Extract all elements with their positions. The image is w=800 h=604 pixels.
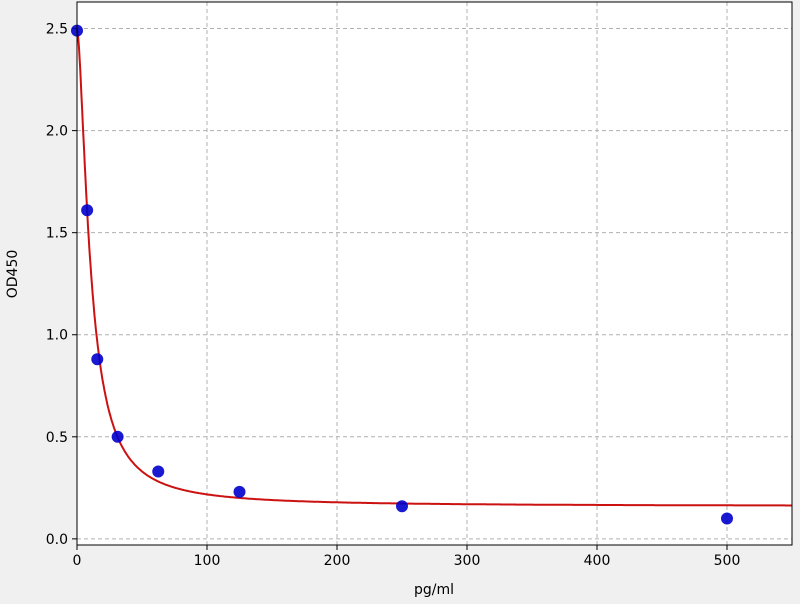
grid — [76, 2, 792, 545]
x-tick-label: 500 — [714, 553, 741, 569]
x-tick-label: 400 — [584, 553, 611, 569]
y-tick-label: 0.0 — [46, 532, 68, 548]
x-tick-label: 200 — [324, 553, 351, 569]
data-point — [396, 500, 408, 513]
x-axis-label: pg/ml — [414, 582, 454, 598]
data-point — [91, 353, 104, 366]
y-tick-label: 1.0 — [46, 328, 68, 344]
plot-frame — [76, 1, 793, 546]
y-tick-label: 0.5 — [46, 430, 68, 446]
y-tick-label: 2.5 — [46, 22, 68, 38]
ticks: 0 100 200 300 400 500 0.0 0.5 1.0 1.5 2.0 2.5 — [46, 22, 741, 569]
data-point — [721, 512, 733, 525]
fit-curve — [76, 28, 792, 507]
data-point — [111, 430, 124, 443]
y-tick-label: 2.0 — [46, 124, 68, 140]
plot-area — [77, 2, 792, 545]
y-tick-label: 1.5 — [46, 226, 68, 242]
x-tick-label: 0 — [73, 553, 82, 569]
y-axis-label: OD450 — [5, 250, 21, 299]
data-point — [152, 465, 165, 478]
data-point — [81, 204, 94, 217]
x-tick-label: 100 — [194, 553, 221, 569]
data-point — [233, 485, 246, 498]
x-tick-label: 300 — [454, 553, 481, 569]
